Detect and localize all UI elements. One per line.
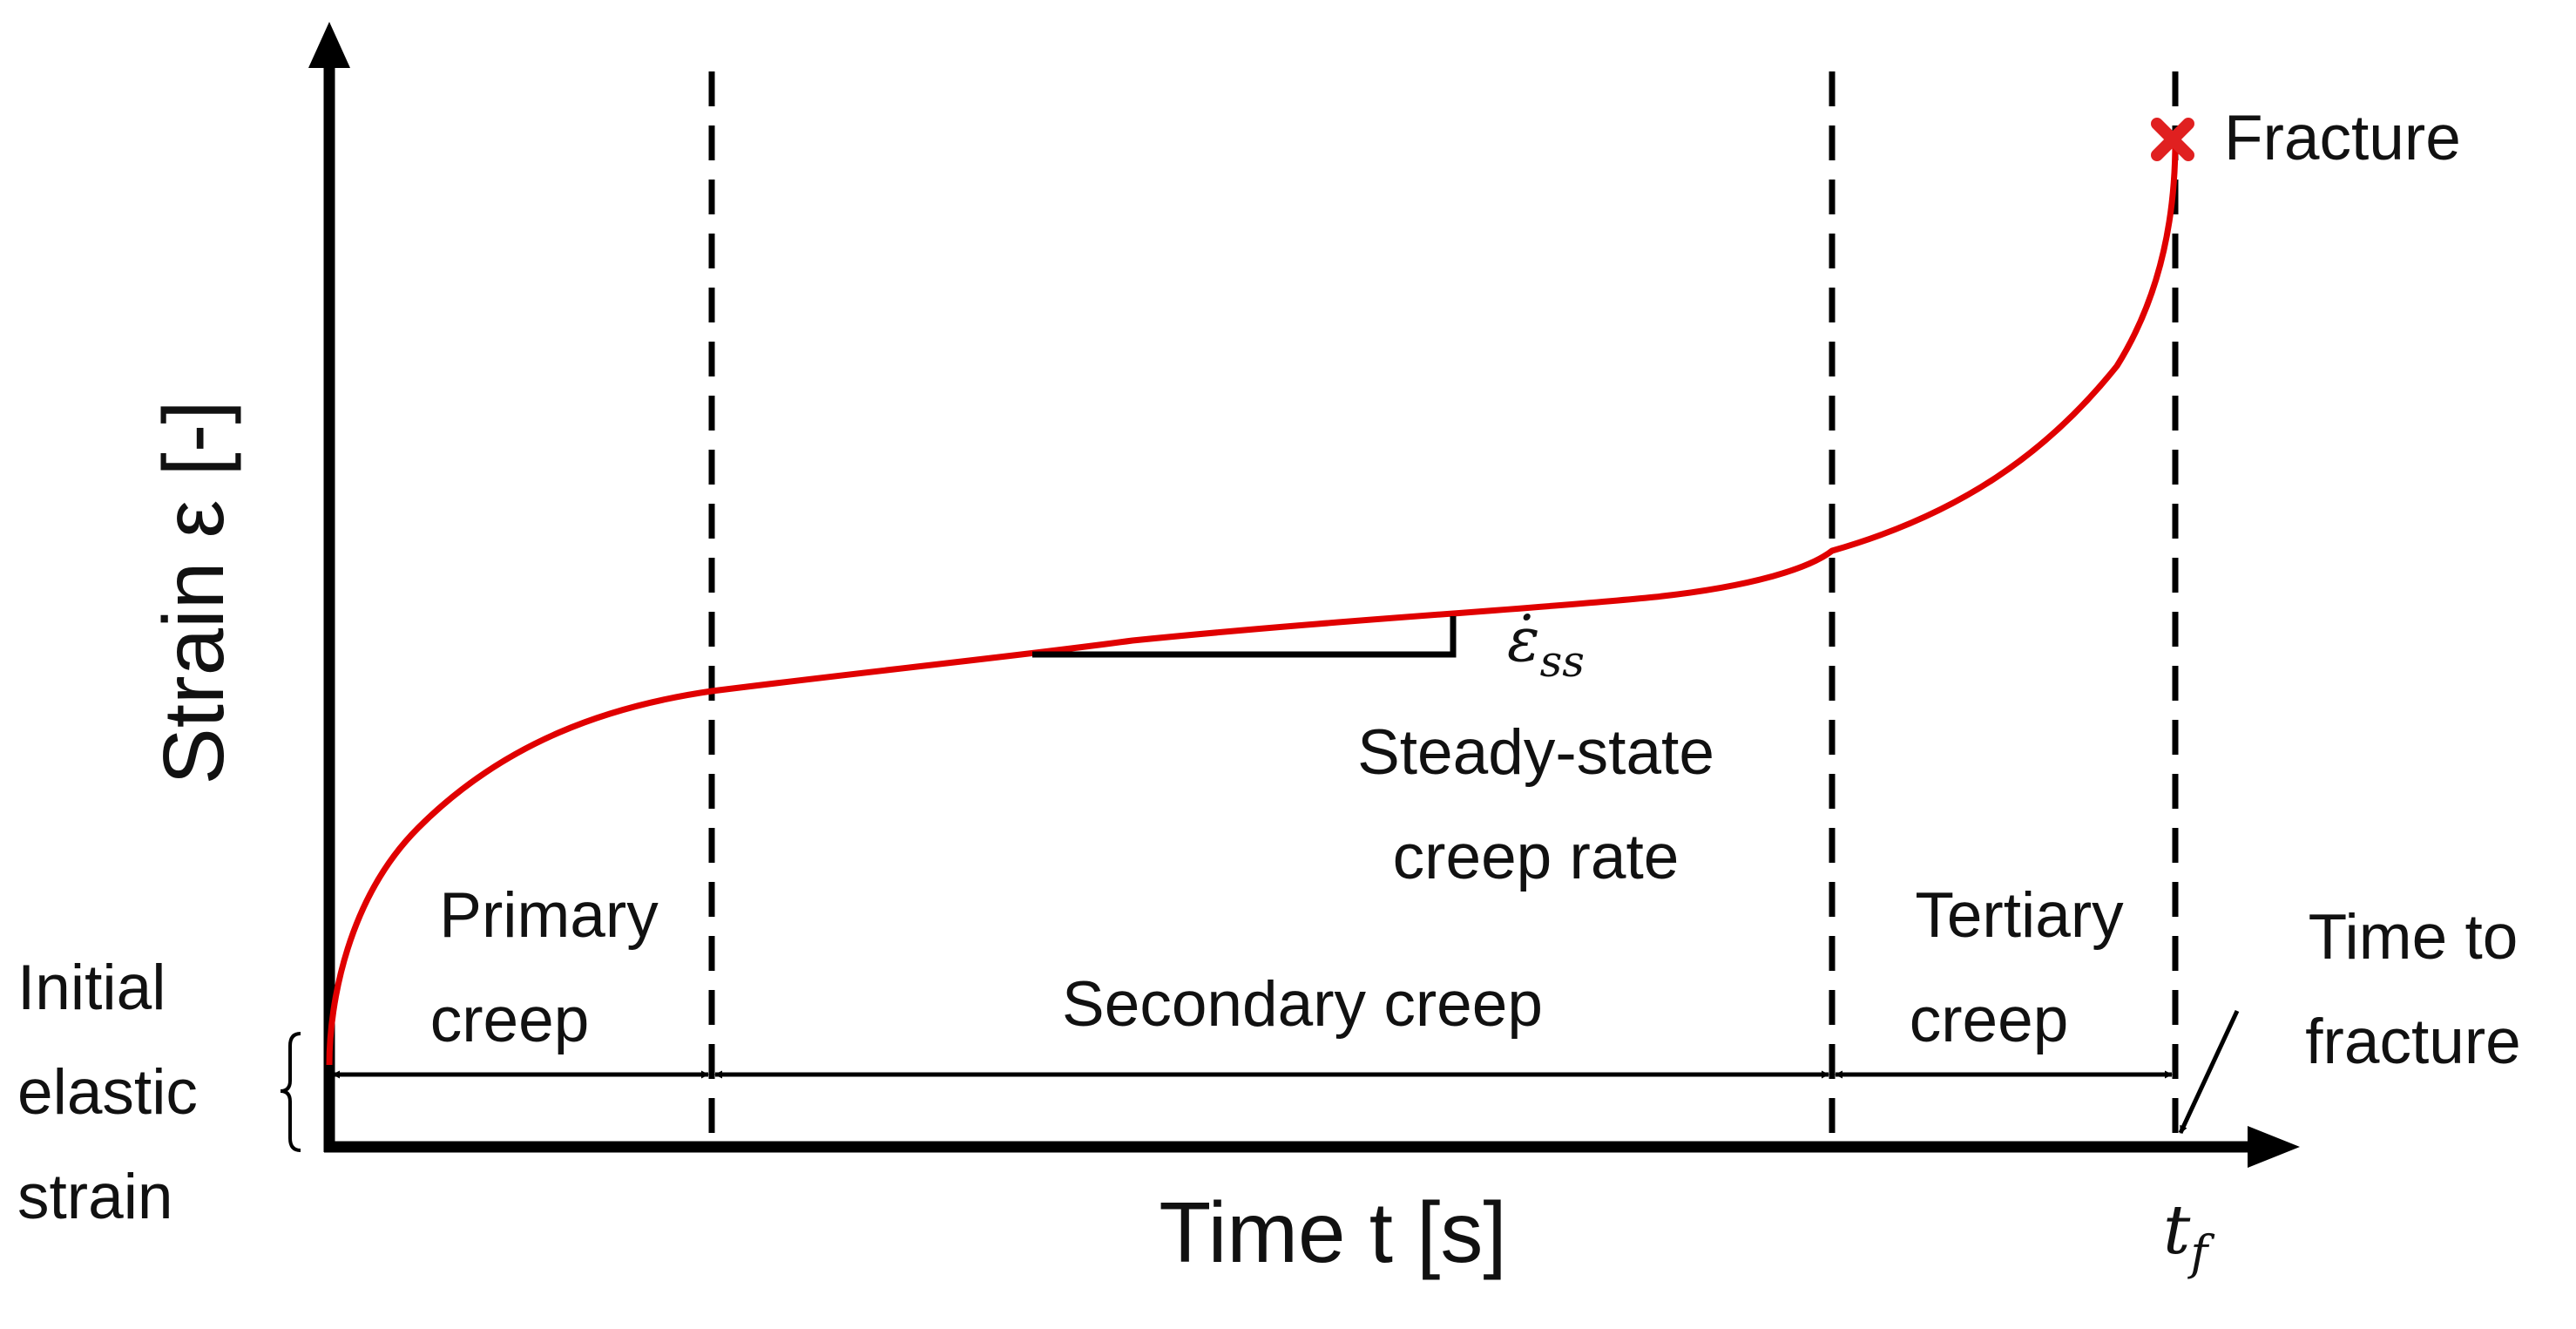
tf-label: tf (2163, 1191, 2214, 1280)
primary-creep-label-line2: creep (430, 985, 590, 1055)
tertiary-creep-label-line2: creep (1910, 985, 2069, 1055)
creep-rate-symbol: ε̇ss (1507, 604, 1585, 687)
initial-elastic-strain-line3: strain (17, 1162, 173, 1232)
initial-elastic-strain-line1: Initial (17, 953, 166, 1023)
tertiary-creep-label-line1: Tertiary (1915, 880, 2124, 951)
x-axis-arrowhead (2248, 1126, 2300, 1168)
time-to-fracture-label-line2: fracture (2305, 1007, 2520, 1077)
steady-state-label-line1: Steady-state (1357, 717, 1714, 788)
initial-elastic-strain-line2: elastic (17, 1057, 198, 1128)
fracture-label: Fracture (2224, 103, 2461, 173)
secondary-creep-label: Secondary creep (1062, 969, 1543, 1040)
y-axis-arrowhead (308, 22, 350, 68)
x-axis-title: Time t [s] (1159, 1184, 1506, 1280)
time-to-fracture-label-line1: Time to (2309, 902, 2519, 973)
time-to-fracture-pointer (2178, 1009, 2240, 1135)
creep-rate-slope-triangle (1032, 616, 1457, 658)
creep-curve (326, 140, 2179, 1066)
initial-elastic-strain-brace (280, 1032, 301, 1152)
steady-state-label-line2: creep rate (1393, 822, 1680, 892)
y-axis-title: Strain ε [-] (145, 400, 241, 784)
fracture-marker (2151, 118, 2194, 161)
primary-creep-label-line1: Primary (439, 880, 659, 951)
